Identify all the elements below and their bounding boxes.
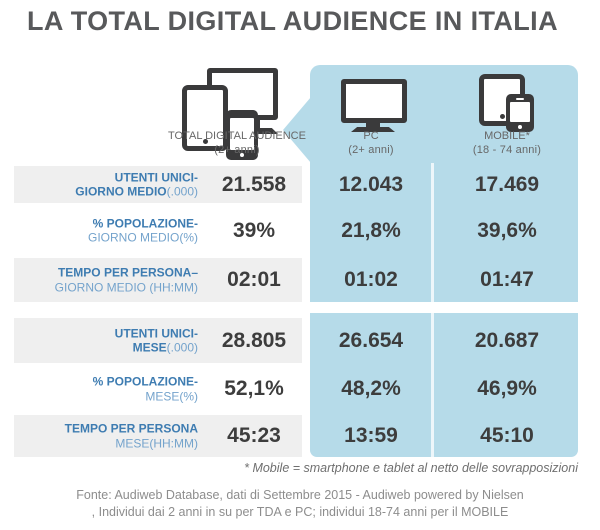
row-stripe: UTENTI UNICI- GIORNO MEDIO(.000) 21.558 bbox=[14, 166, 302, 203]
column-divider bbox=[431, 163, 434, 302]
table-row: % POPOLAZIONE- GIORNO MEDIO(%) 39% 21,8%… bbox=[0, 203, 600, 258]
column-divider bbox=[431, 313, 434, 457]
row-label-line2: MESE(HH:MM) bbox=[115, 436, 198, 450]
row-label: UTENTI UNICI- MESE(.000) bbox=[14, 326, 198, 355]
monitor-base bbox=[351, 127, 395, 132]
row-label-line2: (.000) bbox=[166, 340, 198, 355]
pc-value: 26.654 bbox=[338, 328, 404, 352]
tda-value: 21.558 bbox=[221, 172, 287, 196]
row-label-line1: UTENTI UNICI- bbox=[114, 170, 198, 184]
row-label-line2-bold: GIORNO MEDIO bbox=[75, 184, 167, 199]
tablet-home-button bbox=[499, 114, 505, 119]
mobile-value: 46,9% bbox=[477, 377, 537, 400]
pc-value: 01:02 bbox=[344, 268, 398, 291]
row-stripe: TEMPO PER PERSONA– GIORNO MEDIO (HH:MM) … bbox=[14, 258, 302, 302]
row-label: TEMPO PER PERSONA MESE(HH:MM) bbox=[14, 422, 198, 451]
phone-home-button bbox=[518, 125, 522, 129]
row-label-line2: GIORNO MEDIO (HH:MM) bbox=[54, 280, 198, 294]
phone-screen bbox=[230, 118, 254, 150]
row-stripe: TEMPO PER PERSONA MESE(HH:MM) 45:23 bbox=[14, 415, 302, 457]
mobile-value: 01:47 bbox=[480, 268, 534, 291]
monitor-icon bbox=[341, 79, 407, 123]
row-stripe: % POPOLAZIONE- GIORNO MEDIO(%) 39% bbox=[14, 203, 302, 258]
table-row: % POPOLAZIONE- MESE(%) 52,1% 48,2% 46,9% bbox=[0, 363, 600, 415]
column-header-pc: PC (2+ anni) bbox=[310, 129, 432, 157]
source-line-2: , Individui dai 2 anni in su per TDA e P… bbox=[91, 505, 509, 519]
tablet-home-button bbox=[202, 139, 208, 144]
mobile-value: 17.469 bbox=[474, 172, 540, 196]
column-header-tda-label: TOTAL DIGITAL AUDIENCE bbox=[168, 130, 306, 142]
row-label-line2: MESE(%) bbox=[145, 389, 198, 403]
row-stripe: % POPOLAZIONE- MESE(%) 52,1% bbox=[14, 363, 302, 415]
mobile-value: 39,6% bbox=[477, 218, 537, 242]
row-label-line1: TEMPO PER PERSONA bbox=[64, 421, 198, 436]
tda-value: 28.805 bbox=[221, 328, 287, 352]
row-label: UTENTI UNICI- GIORNO MEDIO(.000) bbox=[14, 170, 198, 199]
pc-value: 21,8% bbox=[341, 218, 401, 242]
phone-speaker bbox=[516, 97, 524, 100]
row-label-line1: UTENTI UNICI- bbox=[114, 326, 198, 340]
table-row: TEMPO PER PERSONA– GIORNO MEDIO (HH:MM) … bbox=[0, 258, 600, 302]
highlight-panel-bottom bbox=[310, 313, 578, 457]
tda-value: 02:01 bbox=[227, 268, 281, 291]
pc-value: 12.043 bbox=[338, 172, 404, 196]
row-label: % POPOLAZIONE- GIORNO MEDIO(%) bbox=[14, 216, 198, 245]
phone-screen bbox=[510, 102, 530, 122]
source-attribution: Fonte: Audiweb Database, dati di Settemb… bbox=[0, 487, 600, 521]
table-row: UTENTI UNICI- MESE(.000) 28.805 26.654 2… bbox=[0, 318, 600, 363]
table-row: UTENTI UNICI- GIORNO MEDIO(.000) 21.558 … bbox=[0, 166, 600, 203]
page-title: LA TOTAL DIGITAL AUDIENCE IN ITALIA bbox=[27, 6, 558, 36]
column-header-tda-sublabel: (2+ anni) bbox=[214, 144, 260, 156]
column-header-pc-sublabel: (2+ anni) bbox=[348, 144, 394, 156]
column-header-tda: TOTAL DIGITAL AUDIENCE (2+ anni) bbox=[157, 129, 317, 157]
phone-icon bbox=[506, 94, 534, 132]
monitor-stand bbox=[366, 121, 380, 127]
column-header-mobile-sublabel: (18 - 74 anni) bbox=[472, 144, 542, 156]
row-label-line1: % POPOLAZIONE- bbox=[92, 374, 198, 389]
row-label-line1: TEMPO PER PERSONA– bbox=[57, 265, 198, 280]
table-row: TEMPO PER PERSONA MESE(HH:MM) 45:23 13:5… bbox=[0, 415, 600, 457]
phone-home-button bbox=[240, 153, 244, 157]
column-header-mobile-label: MOBILE* bbox=[484, 130, 530, 142]
row-label-line2-bold: MESE bbox=[132, 340, 167, 355]
panel-callout-notch bbox=[283, 97, 311, 163]
tda-value: 45:23 bbox=[227, 424, 281, 447]
phone-icon bbox=[226, 110, 258, 160]
tablet-icon bbox=[182, 85, 228, 151]
row-stripe: UTENTI UNICI- MESE(.000) 28.805 bbox=[14, 318, 302, 363]
row-label: % POPOLAZIONE- MESE(%) bbox=[14, 375, 198, 404]
row-label: TEMPO PER PERSONA– GIORNO MEDIO (HH:MM) bbox=[14, 266, 198, 295]
row-label-line2: (.000) bbox=[166, 184, 198, 199]
pc-value: 13:59 bbox=[344, 424, 398, 447]
pc-value: 48,2% bbox=[341, 377, 401, 400]
tda-value: 39% bbox=[232, 218, 276, 242]
tda-value: 52,1% bbox=[224, 377, 284, 400]
row-label-line1: % POPOLAZIONE- bbox=[92, 216, 198, 230]
mobile-value: 45:10 bbox=[480, 424, 534, 447]
column-header-pc-label: PC bbox=[363, 130, 379, 142]
mobile-footnote: * Mobile = smartphone e tablet al netto … bbox=[244, 461, 578, 475]
source-line-1: Fonte: Audiweb Database, dati di Settemb… bbox=[76, 488, 524, 502]
row-label-line2: GIORNO MEDIO(%) bbox=[88, 230, 198, 245]
column-header-mobile: MOBILE* (18 - 74 anni) bbox=[436, 129, 578, 157]
mobile-value: 20.687 bbox=[474, 328, 540, 352]
